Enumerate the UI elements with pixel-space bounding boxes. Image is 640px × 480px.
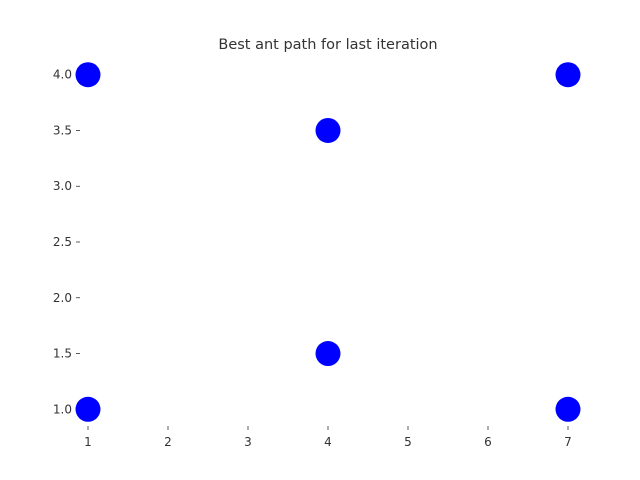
- scatter-point: [75, 396, 101, 422]
- scatter-point: [555, 396, 581, 422]
- y-tick-label: 2.0: [53, 291, 72, 305]
- scatter-point: [315, 341, 341, 367]
- y-axis: 1.0 1.5 2.0 2.5 3.0 3.5 4.0: [53, 68, 80, 416]
- y-tick-label: 4.0: [53, 68, 72, 82]
- x-tick-label: 4: [324, 435, 332, 449]
- x-axis: 1 2 3 4 5 6 7: [84, 426, 572, 449]
- x-tick-label: 2: [164, 435, 172, 449]
- scatter-point: [555, 62, 581, 88]
- x-tick-label: 3: [244, 435, 252, 449]
- data-points: [75, 62, 581, 422]
- y-tick-label: 1.5: [53, 347, 72, 361]
- y-tick-label: 2.5: [53, 235, 72, 249]
- x-tick-label: 5: [404, 435, 412, 449]
- scatter-point: [75, 62, 101, 88]
- scatter-point: [315, 117, 341, 143]
- x-tick-label: 7: [564, 435, 572, 449]
- x-tick-label: 6: [484, 435, 492, 449]
- y-tick-label: 3.5: [53, 123, 72, 137]
- x-tick-label: 1: [84, 435, 92, 449]
- y-tick-label: 3.0: [53, 179, 72, 193]
- chart-title: Best ant path for last iteration: [218, 37, 437, 53]
- y-tick-label: 1.0: [53, 402, 72, 416]
